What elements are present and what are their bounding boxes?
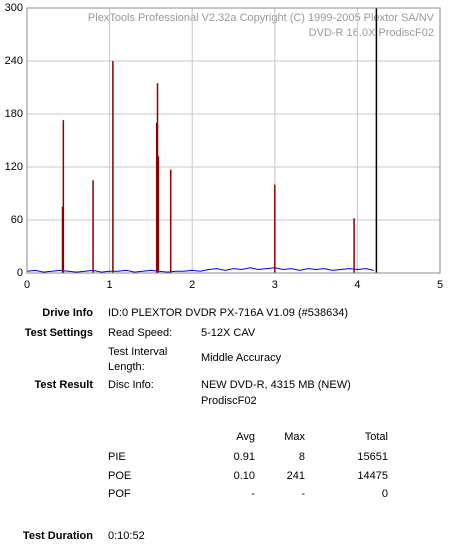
value: ID:0 PLEXTOR DVDR PX-716A V1.09 (#538634… (108, 307, 348, 319)
label: Read Speed: (108, 327, 172, 339)
label: Test Result (35, 379, 94, 391)
value: NEW DVD-R, 4315 MB (NEW) (201, 379, 351, 391)
value: Middle Accuracy (201, 352, 282, 364)
table-cell: 0 (382, 488, 388, 500)
label: Drive Info (42, 307, 93, 319)
table-cell: 241 (287, 470, 305, 482)
table-cell: 8 (299, 451, 305, 463)
table-cell: 0.91 (234, 451, 255, 463)
value: ProdiscF02 (201, 395, 257, 407)
table-cell: - (251, 488, 255, 500)
value: 0:10:52 (108, 530, 145, 542)
pie-line (26, 267, 375, 273)
y-tick-label: 0 (17, 267, 23, 279)
table-cell: 14475 (357, 470, 388, 482)
table-header: Max (284, 431, 305, 443)
watermark: DVD-R 16.0X ProdiscF02 (309, 27, 434, 39)
x-tick-label: 0 (24, 279, 30, 291)
x-tick-label: 2 (189, 279, 195, 291)
row-label: POE (108, 470, 131, 482)
label: Disc Info: (108, 379, 154, 391)
table-cell: 0.10 (234, 470, 255, 482)
y-tick-label: 180 (5, 108, 23, 120)
value: 5-12X CAV (201, 327, 256, 339)
label: Length: (108, 361, 145, 373)
watermark: PlexTools Professional V2.32a Copyright … (88, 12, 435, 24)
table-header: Total (365, 431, 388, 443)
label: Test Interval (108, 346, 167, 358)
y-tick-label: 60 (11, 214, 23, 226)
label: Test Duration (23, 530, 93, 542)
x-tick-label: 5 (437, 279, 443, 291)
table-cell: 15651 (357, 451, 388, 463)
y-tick-label: 120 (5, 161, 23, 173)
row-label: PIE (108, 451, 126, 463)
table-cell: - (301, 488, 305, 500)
row-label: POF (108, 488, 131, 500)
plot-border (26, 7, 441, 274)
y-tick-label: 240 (5, 55, 23, 67)
y-tick-label: 300 (5, 2, 23, 14)
x-tick-label: 4 (354, 279, 360, 291)
x-tick-label: 3 (272, 279, 278, 291)
label: Test Settings (25, 327, 93, 339)
x-tick-label: 1 (107, 279, 113, 291)
table-header: Avg (236, 431, 255, 443)
plot-area (26, 7, 441, 274)
